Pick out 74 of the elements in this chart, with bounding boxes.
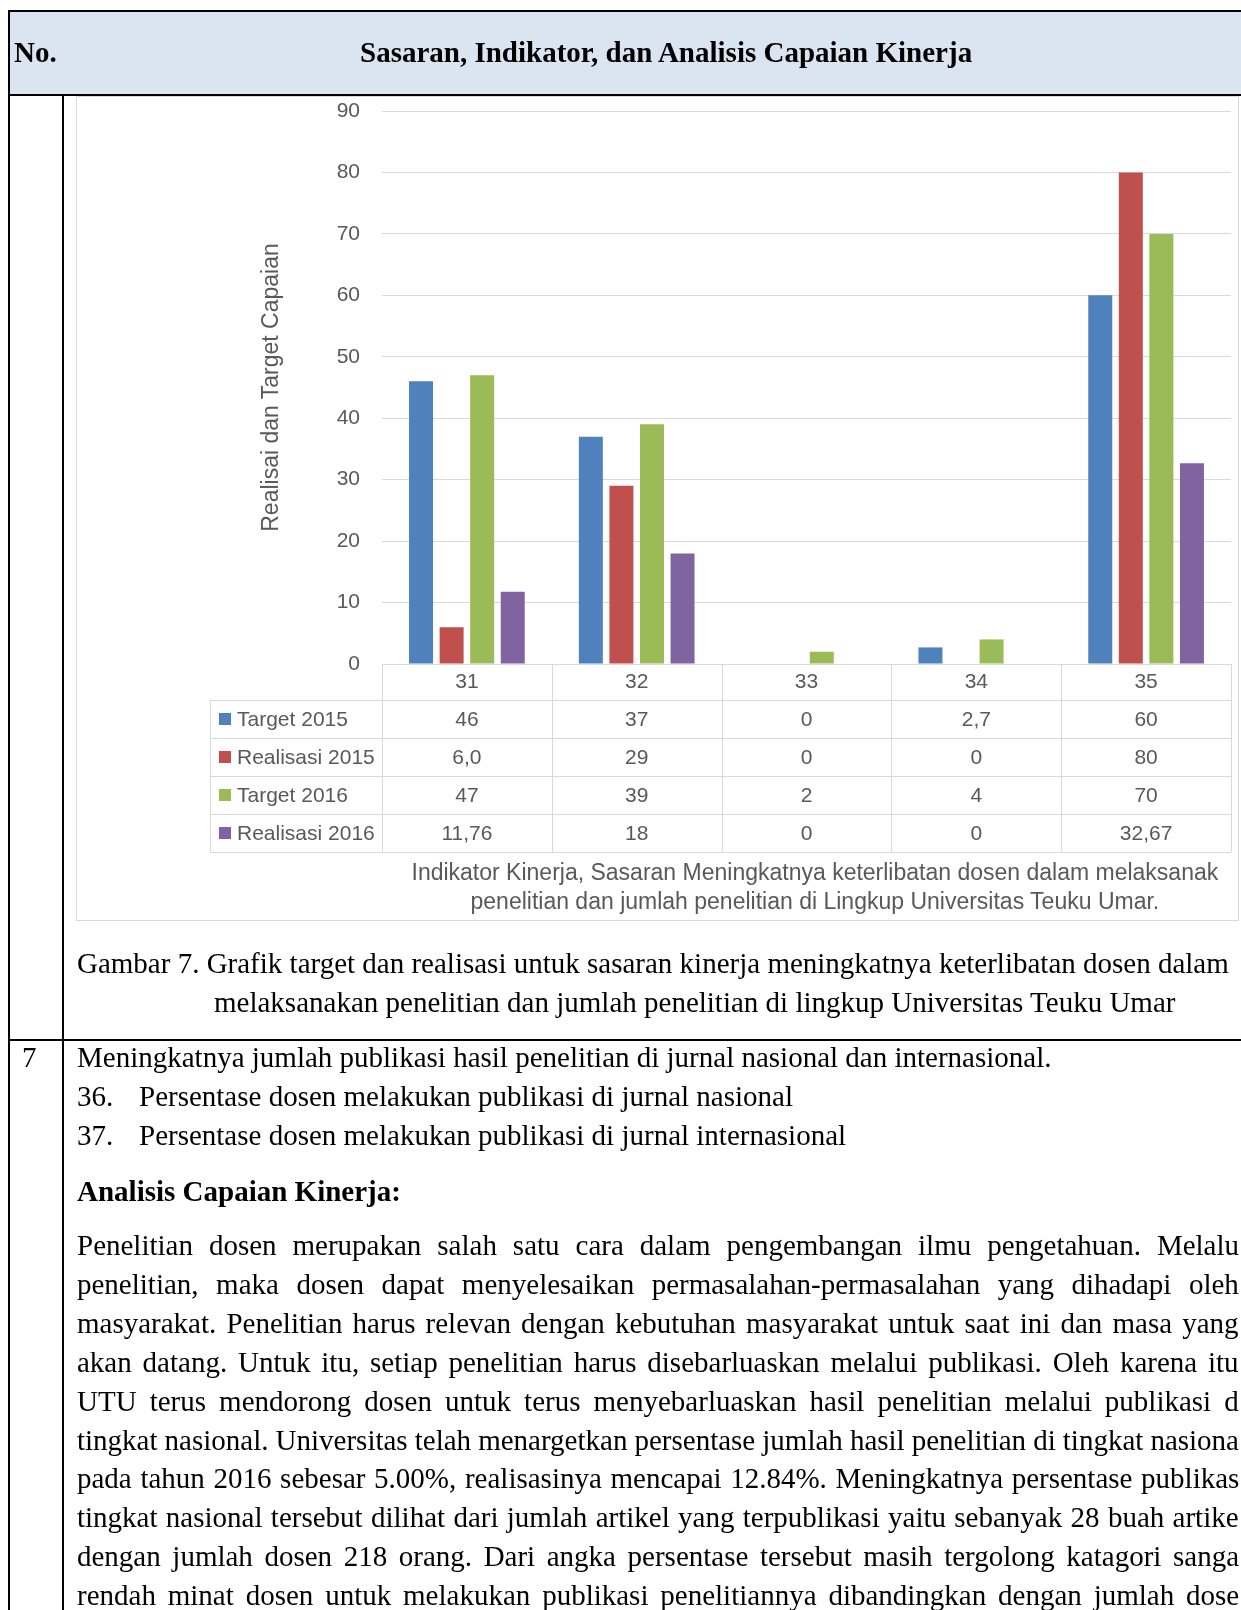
data-label: 2	[800, 782, 813, 806]
y-tick-label: 50	[336, 343, 360, 367]
data-label: 80	[1134, 744, 1158, 768]
data-label: 70	[1134, 782, 1158, 806]
x-tick-label: 33	[794, 669, 819, 693]
data-label: 60	[1134, 706, 1158, 730]
data-label: 2,7	[961, 706, 991, 730]
text: Analisis Capaian Kinerja:	[77, 1174, 401, 1208]
data-label: 37	[625, 706, 649, 730]
y-tick-label: 70	[336, 220, 360, 244]
data-label: 4	[970, 782, 983, 806]
x-tick-label: 32	[625, 669, 649, 693]
y-tick-label: 60	[336, 282, 360, 306]
data-label: 29	[625, 744, 649, 768]
y-tick-label: 90	[336, 97, 360, 121]
bar	[1118, 172, 1143, 664]
y-tick-label: 20	[336, 527, 360, 551]
text: dengan jumlah dosen 218 orang. Dari angka persentase tersebut masih tergolong katagori sanga	[77, 1539, 1240, 1574]
bar	[1179, 463, 1204, 664]
x-tick-label: 35	[1134, 669, 1158, 693]
legend-label: Realisasi 2016	[237, 820, 375, 844]
data-label: 47	[455, 782, 479, 806]
bar	[470, 375, 495, 664]
text: pada tahun 2016 sebesar 5.00%, realisasinya mencapai 12.84%. Meningkatnya persentase publikas	[77, 1461, 1240, 1496]
x-tick-label: 31	[455, 669, 479, 693]
text: 37. Persentase dosen melakukan publikasi di jurnal internasional	[77, 1118, 847, 1152]
text: 7	[22, 1040, 37, 1074]
data-label: 0	[970, 744, 983, 768]
text: 36. Persentase dosen melakukan publikasi di jurnal nasional	[77, 1079, 793, 1113]
text: Indikator Kinerja, Sasaran Meningkatnya keterlibatan dosen dalam melaksanak penelitian dan jumlah penelitian di Lingkup Universitas Teuku Umar.	[411, 857, 1219, 916]
y-tick-label: 80	[336, 159, 360, 183]
bar	[670, 553, 695, 664]
data-label: 0	[800, 820, 813, 844]
text: Gambar 7. Grafik target dan realisasi untuk sasaran kinerja meningkatnya keterlibatan dosen dalam	[77, 946, 1229, 980]
text: masyarakat. Penelitian harus relevan dengan kebutuhan masyarakat untuk saat ini dan masa yang	[77, 1305, 1239, 1340]
bar	[578, 436, 603, 664]
text: UTU terus mendorong dosen untuk terus menyebarluaskan hasil penelitian melalui publikasi d	[77, 1383, 1239, 1418]
text: penelitian, maka dosen dapat menyelesaikan permasalahan-permasalahan yang dihadapi oleh	[77, 1266, 1239, 1301]
y-tick-label: 40	[336, 405, 360, 429]
text: Penelitian dosen merupakan salah satu cara dalam pengembangan ilmu pengetahuan. Melalu	[77, 1228, 1240, 1262]
text: tingkat nasional tersebut dilihat dari jumlah artikel yang terpublikasi yaitu sebanyak 28 buah artike	[77, 1500, 1239, 1535]
text: melaksanakan penelitian dan jumlah penelitian di lingkup Universitas Teuku Umar	[214, 985, 1176, 1019]
text: No.	[14, 35, 57, 69]
data-label: 11,76	[441, 820, 493, 844]
bar	[500, 591, 525, 664]
data-label: 0	[970, 820, 983, 844]
text: Sasaran, Indikator, dan Analisis Capaian Kinerja	[360, 35, 973, 69]
data-label: 0	[800, 744, 813, 768]
bar	[409, 381, 434, 664]
y-tick-label: 10	[336, 589, 360, 613]
bar	[639, 424, 664, 664]
bar	[809, 651, 834, 664]
text: akan datang. Untuk itu, setiap penelitian harus disebarluaskan melalui publikasi. Oleh karena itu	[77, 1344, 1239, 1379]
bar	[609, 485, 634, 664]
y-tick-label: 30	[336, 466, 360, 490]
legend-label: Target 2015	[237, 706, 348, 730]
bar	[1088, 295, 1113, 664]
data-label: 46	[455, 706, 479, 730]
legend-label: Target 2016	[237, 782, 348, 806]
legend-label: Realisasi 2015	[237, 744, 375, 768]
bar	[1149, 233, 1174, 664]
data-label: 32,67	[1119, 820, 1173, 844]
bar	[439, 627, 464, 664]
y-tick-label: 0	[348, 650, 360, 674]
bar	[979, 639, 1004, 664]
x-tick-label: 34	[964, 669, 989, 693]
bar	[918, 647, 943, 664]
data-label: 0	[800, 706, 813, 730]
text: Meningkatnya jumlah publikasi hasil penelitian di jurnal nasional dan internasional.	[77, 1040, 1052, 1074]
data-label: 39	[625, 782, 649, 806]
data-label: 18	[625, 820, 649, 844]
data-label: 6,0	[452, 744, 482, 768]
text: tingkat nasional. Universitas telah menargetkan persentase jumlah hasil penelitian di tingkat nasiona	[77, 1422, 1239, 1457]
y-axis-title: Realisai dan Target Capaian	[257, 243, 284, 532]
